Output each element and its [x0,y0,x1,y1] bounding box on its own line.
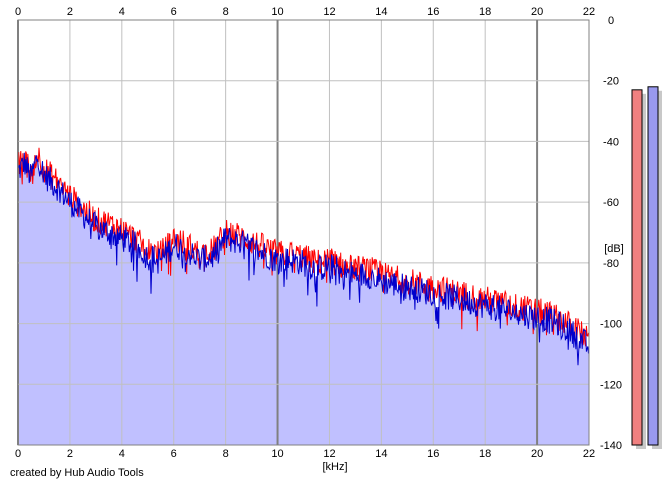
x-tick-label-bottom: 10 [271,448,283,460]
x-tick-label-bottom: 2 [67,448,73,460]
x-tick-label-top: 0 [15,6,21,18]
y-tick-label: 0 [608,15,614,27]
x-tick-label-top: 4 [119,6,125,18]
y-tick-label: -60 [603,197,619,209]
y-tick-label: -120 [600,379,622,391]
x-tick-label-bottom: 14 [375,448,387,460]
x-tick-label-bottom: 6 [171,448,177,460]
x-tick-label-bottom: 20 [531,448,543,460]
level-meter-bar [647,86,659,446]
x-tick-label-bottom: 16 [427,448,439,460]
x-tick-label-top: 6 [171,6,177,18]
y-tick-label: -140 [600,440,622,452]
y-axis-label: [dB] [604,243,624,255]
x-tick-label-top: 22 [583,6,595,18]
x-tick-label-top: 20 [531,6,543,18]
x-tick-label-bottom: 8 [223,448,229,460]
x-axis-label: [kHz] [322,461,347,473]
x-tick-label-top: 18 [479,6,491,18]
series-line-blue [17,152,589,366]
level-meter-bar [631,89,643,446]
plot-border [17,19,590,446]
x-tick-label-bottom: 12 [323,448,335,460]
credit-text: created by Hub Audio Tools [10,467,144,479]
x-tick-label-bottom: 22 [583,448,595,460]
x-tick-label-bottom: 4 [119,448,125,460]
x-tick-label-bottom: 18 [479,448,491,460]
y-tick-label: -40 [603,136,619,148]
x-tick-label-top: 12 [323,6,335,18]
x-tick-label-top: 10 [271,6,283,18]
spectrum-fill [18,152,589,446]
x-tick-label-bottom: 0 [15,448,21,460]
y-tick-label: -20 [603,76,619,88]
x-tick-label-top: 16 [427,6,439,18]
x-tick-label-top: 8 [223,6,229,18]
x-tick-label-top: 2 [67,6,73,18]
y-tick-label: -80 [603,258,619,270]
x-tick-label-top: 14 [375,6,387,18]
y-tick-label: -100 [600,319,622,331]
